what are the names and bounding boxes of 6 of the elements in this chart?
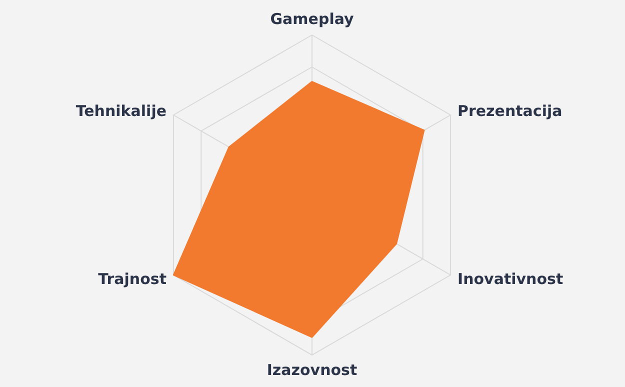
- spoke-label: Inovativnost: [457, 270, 564, 288]
- spoke-label: Trajnost: [98, 270, 167, 288]
- spoke-label: Gameplay: [270, 10, 354, 28]
- spoke-label: Prezentacija: [457, 102, 562, 120]
- spoke-label: Izazovnost: [266, 361, 358, 379]
- spoke-label: Tehnikalije: [76, 102, 167, 120]
